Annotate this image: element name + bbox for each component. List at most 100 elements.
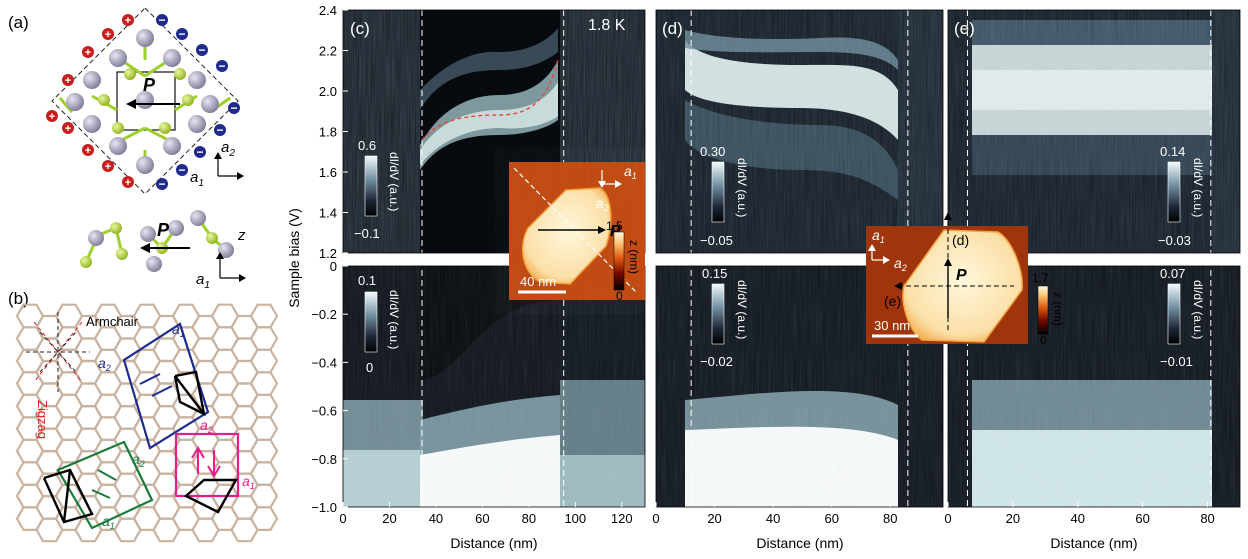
negative-charges [156, 14, 240, 190]
blue-arrows [139, 373, 173, 397]
polarization-label: P [143, 75, 156, 95]
x-axis-label-e: Distance (nm) [1050, 535, 1137, 551]
svg-text:P: P [610, 223, 621, 240]
y-tick-label: −0.6 [311, 404, 337, 419]
svg-text:a1: a1 [872, 227, 885, 245]
svg-text:a2: a2 [894, 255, 907, 273]
svg-text:0: 0 [616, 289, 623, 303]
positive-signs: + + + + + + + + + [49, 15, 131, 189]
svg-text:a2: a2 [596, 195, 609, 213]
svg-text:a1: a1 [102, 513, 115, 531]
y-tick-label: 1.6 [319, 165, 337, 180]
x-tick-label: 80 [1200, 511, 1214, 526]
direction-star [26, 312, 90, 392]
svg-text:1.5: 1.5 [606, 219, 623, 233]
axis-z-label: z [237, 227, 246, 244]
x-tick-label: 80 [883, 511, 897, 526]
x-tick-label: 20 [382, 511, 396, 526]
magenta-domain [174, 432, 240, 498]
x-tick-label: 60 [824, 511, 838, 526]
temperature-label: 1.8 K [588, 17, 626, 34]
y-tick-label: 2.0 [319, 84, 337, 99]
y-tick-label: 0 [330, 259, 337, 274]
svg-text:(d): (d) [952, 232, 969, 248]
panel-label-a: (a) [8, 13, 29, 32]
svg-text:0.1: 0.1 [358, 273, 376, 288]
svg-text:dI/dV (a.u.): dI/dV (a.u.) [1191, 158, 1205, 217]
y-tick-label: 1.4 [319, 206, 337, 221]
svg-text:z (nm): z (nm) [627, 240, 641, 274]
y-tick-label: −0.4 [311, 355, 337, 370]
svg-text:0.30: 0.30 [700, 144, 725, 159]
svg-text:−0.1: −0.1 [354, 226, 380, 241]
svg-text:−0.02: −0.02 [700, 354, 733, 369]
colorbar-d-top: 0.30 −0.05 dI/dV (a.u.) [700, 144, 749, 248]
svg-text:a1: a1 [172, 321, 185, 339]
armchair-label: Armchair [86, 314, 139, 329]
green-domain [56, 440, 154, 530]
svg-text:dI/dV (a.u.): dI/dV (a.u.) [735, 280, 749, 339]
panel-label-c: (c) [350, 19, 370, 38]
svg-text:a2: a2 [221, 139, 235, 159]
svg-text:−: − [178, 163, 185, 177]
svg-text:a1: a1 [190, 169, 204, 189]
svg-text:−: − [216, 123, 223, 137]
axis-ticks: 0 20 40 60 80 100 120 0 20 40 60 80 0 20 40 60 80 1.2 1.4 1… [311, 3, 1214, 526]
axes-a1-a2 [217, 156, 240, 177]
svg-text:−0.01: −0.01 [1160, 354, 1193, 369]
svg-text:+: + [49, 111, 55, 123]
svg-text:30 nm: 30 nm [874, 318, 910, 333]
x-tick-label: 0 [339, 511, 346, 526]
y-tick-label: −1.0 [311, 500, 337, 515]
svg-text:z (nm): z (nm) [1051, 292, 1065, 326]
y-tick-label: 1.8 [319, 125, 337, 140]
x-tick-label: 40 [429, 511, 443, 526]
heatmap-d-top [656, 10, 943, 253]
x-axis-label-d: Distance (nm) [756, 535, 843, 551]
side-polarization-label: P [157, 220, 170, 240]
svg-text:a2: a2 [132, 451, 145, 469]
x-tick-label: 80 [522, 511, 536, 526]
svg-text:+: + [85, 145, 91, 157]
svg-text:−: − [230, 101, 237, 115]
svg-text:a2: a2 [98, 355, 111, 373]
svg-text:P: P [956, 267, 967, 284]
svg-text:0.6: 0.6 [358, 138, 376, 153]
svg-text:−: − [178, 27, 185, 41]
panel-label-b: (b) [8, 289, 29, 308]
svg-text:−: − [196, 145, 203, 159]
svg-text:dI/dV (a.u.): dI/dV (a.u.) [735, 158, 749, 217]
inset-stm-de: P (d) (e) a1 a2 30 nm 1.7 0 z (nm) [866, 212, 1065, 347]
colorbar-c-top: 0.6 −0.1 dI/dV (a.u.) [354, 138, 401, 241]
atoms [66, 29, 219, 174]
x-tick-label: 40 [766, 511, 780, 526]
svg-text:+: + [85, 47, 91, 59]
svg-text:a1: a1 [242, 473, 255, 491]
colorbar-e-bottom: 0.07 −0.01 dI/dV (a.u.) [1160, 266, 1205, 369]
y-tick-label: −0.2 [311, 307, 337, 322]
blue-domain [122, 322, 210, 450]
svg-text:−: − [218, 59, 225, 73]
x-tick-label: 60 [475, 511, 489, 526]
svg-text:dI/dV (a.u.): dI/dV (a.u.) [1191, 280, 1205, 339]
panel-label-d: (d) [662, 19, 683, 38]
green-arrows [91, 469, 117, 499]
svg-text:0.07: 0.07 [1160, 266, 1185, 281]
side-view [80, 210, 234, 272]
svg-text:−0.05: −0.05 [700, 233, 733, 248]
svg-text:0: 0 [1040, 333, 1047, 347]
panel-b: (b) Armchair Zigzag a2 a1 a2 a1 [8, 289, 279, 543]
magenta-arrows [191, 446, 221, 478]
fit-curve [421, 59, 559, 141]
heatmap-e-top [948, 10, 1240, 253]
svg-text:+: + [105, 29, 111, 41]
inset-stm-c: P a1 a2 40 nm 1.5 0 z (nm) [509, 162, 645, 303]
x-tick-label: 0 [944, 511, 951, 526]
heatmap-c-bottom [343, 266, 645, 507]
y-tick-label: −0.8 [311, 452, 337, 467]
svg-text:a1: a1 [624, 163, 637, 181]
svg-text:−: − [198, 43, 205, 57]
x-tick-label: 20 [707, 511, 721, 526]
svg-text:−0.03: −0.03 [1158, 233, 1191, 248]
